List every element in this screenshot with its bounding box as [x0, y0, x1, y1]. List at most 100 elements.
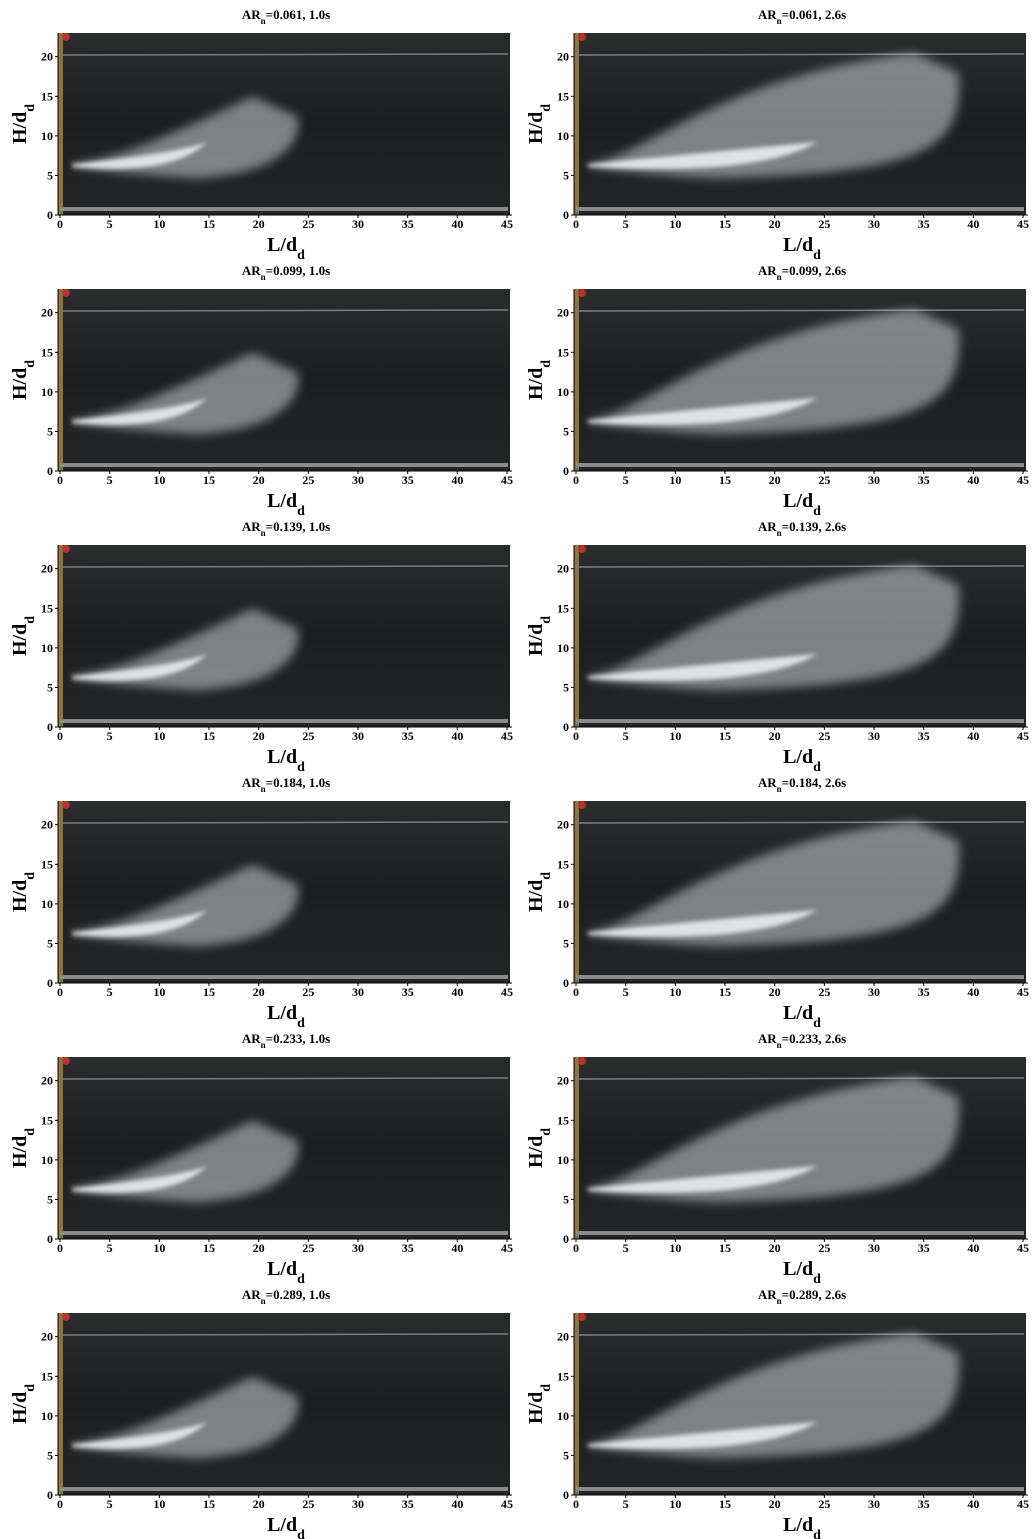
plume-core	[588, 142, 817, 169]
marker	[62, 289, 70, 297]
tank-frame	[574, 33, 579, 215]
tank-rail	[60, 1487, 508, 1491]
x-tick-label: 45	[1017, 1497, 1029, 1511]
y-tick-label: 10	[557, 1153, 569, 1167]
x-tick-label: 45	[501, 217, 513, 231]
x-tick-label: 10	[153, 473, 165, 487]
plume-core	[72, 142, 207, 169]
x-axis-label-main: L/d	[267, 234, 297, 256]
panel: ARn=0.061, 2.6s 0 5 10 15 20 25 30 35 40 45 0 5 10 15 2…	[525, 7, 1029, 263]
y-tick-label: 20	[557, 306, 569, 320]
x-axis-label-main: L/d	[783, 1514, 813, 1536]
y-tick-label: 10	[41, 641, 53, 655]
x-tick-label: 45	[1017, 729, 1029, 743]
tank-frame	[58, 1313, 63, 1495]
title-base: AR	[242, 1287, 261, 1302]
x-tick-label: 25	[818, 217, 830, 231]
x-tick-label: 35	[918, 473, 930, 487]
y-tick-label: 5	[47, 1448, 53, 1462]
x-tick-label: 5	[623, 729, 629, 743]
y-tick-label: 0	[563, 464, 569, 478]
plume-core	[588, 1422, 817, 1449]
x-axis-label: L/dd	[783, 234, 821, 263]
marker	[62, 545, 70, 553]
y-axis-label-sub: d	[539, 616, 554, 624]
y-axis-label: H/dd	[525, 616, 554, 656]
marker	[62, 33, 70, 41]
x-tick-label: 0	[57, 729, 63, 743]
tank-rail	[576, 1487, 1024, 1491]
x-axis-label-sub: d	[813, 504, 821, 519]
x-tick-label: 25	[818, 985, 830, 999]
x-tick-label: 0	[573, 729, 579, 743]
panel-title: ARn=0.184, 2.6s	[758, 775, 846, 794]
y-axis-label: H/dd	[9, 1384, 38, 1424]
y-tick-label: 5	[563, 1192, 569, 1206]
x-tick-label: 40	[967, 473, 979, 487]
y-tick-label: 0	[563, 1488, 569, 1502]
x-tick-label: 40	[967, 217, 979, 231]
x-tick-label: 45	[1017, 985, 1029, 999]
panel: ARn=0.099, 1.0s 0 5 10 15 20 25 30 35 40 45 0 5 10 15 2…	[9, 263, 513, 519]
marker	[578, 289, 586, 297]
x-axis-label-sub: d	[813, 1272, 821, 1287]
title-rest: =0.061, 2.6s	[782, 7, 846, 22]
y-axis-label: H/dd	[9, 360, 38, 400]
x-tick-label: 15	[719, 1241, 731, 1255]
tank-frame	[58, 545, 63, 727]
y-axis-label-main: H/d	[9, 880, 31, 912]
tank-frame	[58, 289, 63, 471]
y-axis-label-sub: d	[23, 360, 38, 368]
y-tick-label: 10	[557, 641, 569, 655]
y-tick-label: 10	[41, 1409, 53, 1423]
x-tick-label: 45	[1017, 1241, 1029, 1255]
x-tick-label: 30	[352, 729, 364, 743]
x-tick-label: 25	[302, 985, 314, 999]
title-rest: =0.289, 2.6s	[782, 1287, 846, 1302]
tank-rail	[576, 975, 1024, 979]
panel-title: ARn=0.233, 1.0s	[242, 1031, 330, 1050]
x-tick-label: 15	[203, 985, 215, 999]
water-surface	[575, 1333, 1025, 1336]
x-axis-label: L/dd	[267, 1002, 305, 1031]
x-tick-label: 40	[451, 985, 463, 999]
x-tick-label: 20	[769, 985, 781, 999]
y-axis-label: H/dd	[525, 872, 554, 912]
x-tick-label: 0	[57, 1497, 63, 1511]
y-tick-label: 5	[563, 680, 569, 694]
y-tick-label: 15	[557, 1113, 569, 1127]
x-axis-label: L/dd	[783, 1258, 821, 1287]
water-surface	[575, 821, 1025, 824]
x-axis-label-sub: d	[297, 1272, 305, 1287]
title-rest: =0.099, 2.6s	[782, 263, 846, 278]
y-axis-label-sub: d	[23, 616, 38, 624]
y-tick-label: 10	[557, 1409, 569, 1423]
title-sub: n	[261, 272, 266, 282]
x-axis-label-sub: d	[297, 760, 305, 775]
x-tick-label: 35	[402, 985, 414, 999]
x-tick-label: 15	[203, 217, 215, 231]
x-axis-label-sub: d	[813, 760, 821, 775]
panel: ARn=0.289, 2.6s 0 5 10 15 20 25 30 35 40 45 0 5 10 15 2…	[525, 1287, 1029, 1539]
title-rest: =0.184, 2.6s	[782, 775, 846, 790]
panel-title: ARn=0.061, 2.6s	[758, 7, 846, 26]
y-tick-label: 20	[41, 818, 53, 832]
y-tick-label: 15	[557, 89, 569, 103]
title-rest: =0.139, 2.6s	[782, 519, 846, 534]
x-tick-label: 40	[451, 729, 463, 743]
x-tick-label: 20	[253, 1241, 265, 1255]
tank-rail	[60, 1231, 508, 1235]
x-axis-label: L/dd	[783, 1002, 821, 1031]
y-axis-label-sub: d	[539, 1384, 554, 1392]
panel: ARn=0.184, 2.6s 0 5 10 15 20 25 30 35 40 45 0 5 10 15 2…	[525, 775, 1029, 1031]
panel-title: ARn=0.139, 1.0s	[242, 519, 330, 538]
water-surface	[575, 565, 1025, 568]
y-tick-label: 0	[563, 720, 569, 734]
y-axis-label: H/dd	[9, 872, 38, 912]
x-tick-label: 5	[623, 473, 629, 487]
x-tick-label: 5	[107, 729, 113, 743]
x-tick-label: 30	[868, 217, 880, 231]
x-tick-label: 15	[719, 985, 731, 999]
water-surface	[575, 1077, 1025, 1080]
plume-haze	[588, 565, 960, 691]
